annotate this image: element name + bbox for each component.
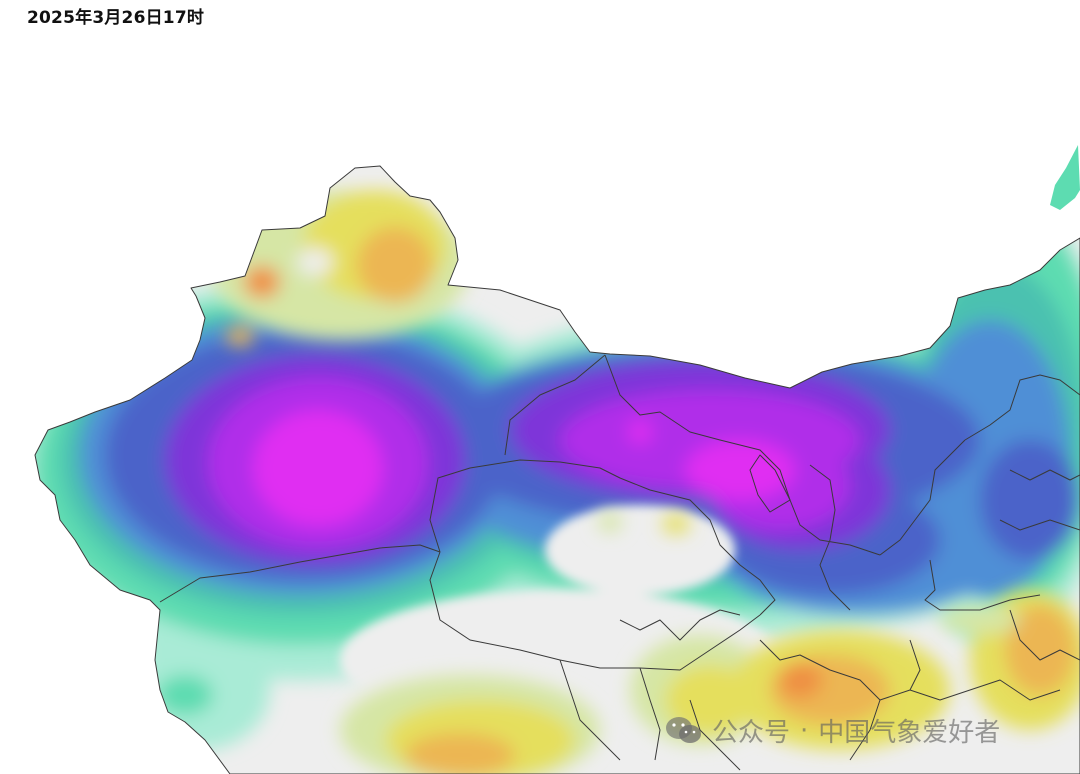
wechat-icon xyxy=(666,716,701,743)
watermark-separator: · xyxy=(800,715,809,746)
map-timestamp: 2025年3月26日17时 xyxy=(27,8,205,28)
watermark: 公众号 · 中国气象爱好者 xyxy=(664,712,1000,749)
boundary-lines xyxy=(34,165,1080,774)
watermark-platform: 公众号 xyxy=(712,718,791,748)
field-layer xyxy=(35,190,1080,774)
island-patch xyxy=(1050,145,1080,210)
watermark-account: 中国气象爱好者 xyxy=(818,718,1001,748)
